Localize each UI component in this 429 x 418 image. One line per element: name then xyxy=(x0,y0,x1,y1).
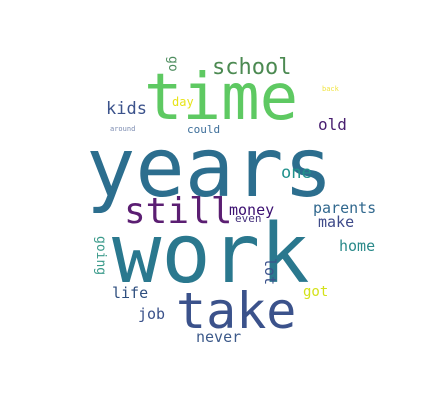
word-job: job xyxy=(138,305,166,323)
word-never: never xyxy=(196,328,242,346)
word-back: back xyxy=(322,85,339,93)
word-parents: parents xyxy=(313,199,377,217)
word-got: got xyxy=(303,284,329,300)
word-one: one xyxy=(281,163,312,183)
word-take: take xyxy=(176,282,297,340)
word-could: could xyxy=(187,123,221,136)
word-school: school xyxy=(212,55,292,80)
word-go: go xyxy=(165,56,180,72)
word-years: years xyxy=(86,121,333,216)
word-going: going xyxy=(93,236,108,276)
word-work: work xyxy=(112,207,310,302)
word-money: money xyxy=(229,201,275,219)
word-life: life xyxy=(112,284,149,302)
word-still: still xyxy=(124,191,233,232)
word-make: make xyxy=(318,213,355,231)
word-home: home xyxy=(339,237,376,255)
word-day: day xyxy=(172,95,194,109)
word-kids: kids xyxy=(106,99,147,119)
word-lot: lot xyxy=(261,258,279,286)
word-even: even xyxy=(235,212,262,225)
word-time: time xyxy=(144,61,299,135)
word-around: around xyxy=(110,125,136,133)
word-old: old xyxy=(318,115,347,134)
